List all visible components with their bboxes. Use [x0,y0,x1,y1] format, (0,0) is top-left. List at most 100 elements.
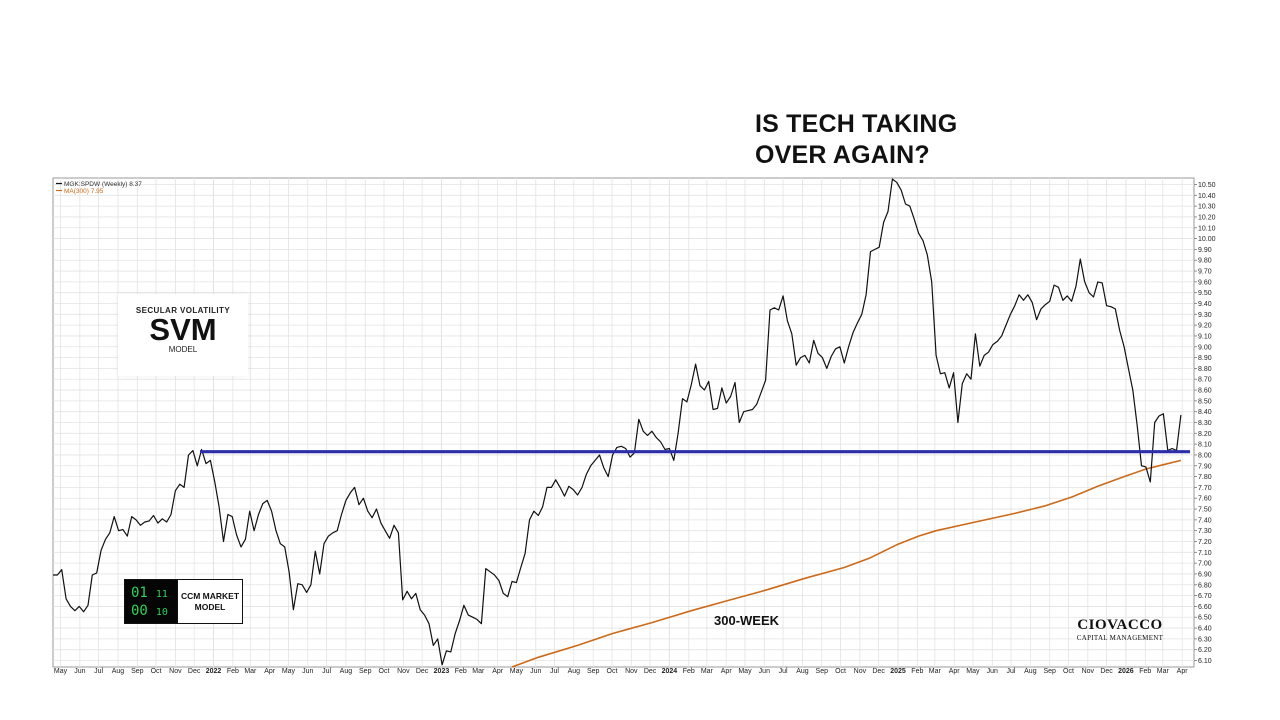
y-tick-label: 8.60 [1198,388,1212,395]
y-tick-label: 7.50 [1198,507,1212,514]
x-tick-label: Oct [379,668,390,675]
y-tick-label: 10.50 [1198,182,1216,189]
x-tick-label: Jul [779,668,788,675]
x-tick-label: Jul [1007,668,1016,675]
x-tick-label: Mar [929,668,942,675]
y-tick-label: 10.30 [1198,204,1216,211]
brand-name: CIOVACCO [1077,617,1163,633]
x-tick-label: Jun [530,668,541,675]
ccm-label-line-1: CCM MARKET [180,590,240,601]
y-tick-label: 10.40 [1198,193,1216,200]
x-tick-label: 2023 [434,668,450,675]
x-tick-label: Oct [1063,668,1074,675]
y-tick-label: 9.60 [1198,279,1212,286]
x-tick-label: Aug [1024,668,1037,675]
brand-logo: CIOVACCO CAPITAL MANAGEMENT [1060,617,1180,642]
x-tick-label: Aug [112,668,125,675]
y-tick-label: 8.00 [1198,452,1212,459]
x-tick-label: May [510,668,524,675]
y-tick-label: 6.70 [1198,593,1212,600]
x-axis: May Jun Jul Aug Sep Oct Nov Dec 2022 Feb Mar Apr May… [54,668,1188,675]
ccm-market-model-badge: 01 11 00 10 CCM MARKET MODEL [124,579,243,624]
y-tick-label: 7.40 [1198,517,1212,524]
x-tick-label: Oct [607,668,618,675]
y-tick-label: 6.80 [1198,582,1212,589]
x-tick-label: Nov [397,668,410,675]
y-tick-label: 6.40 [1198,626,1212,633]
headline-line-1: IS TECH TAKING [755,110,958,138]
binary-digits-icon: 01 11 00 10 [125,580,177,623]
x-tick-label: Aug [568,668,581,675]
y-tick-label: 6.60 [1198,604,1212,611]
svm-badge-heading: SECULAR VOLATILITY [135,306,231,315]
y-tick-label: 7.60 [1198,496,1212,503]
y-tick-label: 7.10 [1198,550,1212,557]
x-tick-label: May [282,668,296,675]
x-tick-label: Feb [1139,668,1151,675]
x-tick-label: Apr [1177,668,1189,675]
y-tick-label: 7.30 [1198,528,1212,535]
x-tick-label: Dec [872,668,885,675]
ccm-label: CCM MARKET MODEL [177,580,242,623]
legend-ma: MA(300) 7.95 [64,188,104,195]
x-tick-label: Apr [721,668,733,675]
ma-layer [511,459,1182,668]
legend-price: MGK:SPDW (Weekly) 8.37 [64,181,142,188]
y-tick-label: 8.70 [1198,377,1212,384]
x-tick-label: Sep [131,668,144,675]
y-tick-label: 10.00 [1198,236,1216,243]
x-tick-label: 2022 [206,668,222,675]
y-tick-label: 6.50 [1198,615,1212,622]
x-tick-label: Jun [759,668,770,675]
price-layer [53,178,1182,666]
y-tick-label: 9.00 [1198,344,1212,351]
x-tick-label: Oct [835,668,846,675]
y-tick-label: 7.80 [1198,474,1212,481]
x-tick-label: Jul [550,668,559,675]
y-tick-label: 9.10 [1198,333,1212,340]
x-tick-label: 2024 [662,668,678,675]
x-tick-label: Apr [492,668,504,675]
ma-annotation: 300-WEEK [714,613,780,628]
digit-top-left: 01 [131,584,148,601]
svm-model-badge: SECULAR VOLATILITY SVM MODEL [118,294,248,376]
y-tick-label: 8.80 [1198,366,1212,373]
x-tick-label: May [54,668,68,675]
y-tick-label: 7.00 [1198,561,1212,568]
x-tick-label: Sep [1044,668,1057,675]
headline-line-2: OVER AGAIN? [755,141,930,169]
y-tick-label: 9.50 [1198,290,1212,297]
y-tick-label: 6.30 [1198,636,1212,643]
x-tick-label: Mar [244,668,257,675]
x-tick-label: Sep [587,668,600,675]
y-tick-label: 10.10 [1198,225,1216,232]
x-tick-label: Jul [94,668,103,675]
y-tick-label: 9.40 [1198,301,1212,308]
x-tick-label: Mar [701,668,714,675]
x-tick-label: 2026 [1118,668,1134,675]
y-tick-label: 6.90 [1198,571,1212,578]
digit-bottom-left: 00 [131,602,148,619]
x-tick-label: Feb [911,668,923,675]
y-tick-label: 8.10 [1198,442,1212,449]
x-tick-label: Dec [644,668,657,675]
x-tick-label: Jun [302,668,313,675]
x-tick-label: Nov [625,668,638,675]
x-tick-label: Dec [188,668,201,675]
x-tick-label: Sep [816,668,829,675]
y-tick-label: 9.20 [1198,323,1212,330]
x-tick-label: Feb [455,668,467,675]
y-tick-label: 9.30 [1198,312,1212,319]
y-tick-label: 8.50 [1198,398,1212,405]
legend: MGK:SPDW (Weekly) 8.37 MA(300) 7.95 [56,181,142,195]
y-tick-label: 6.20 [1198,647,1212,654]
x-tick-label: Apr [264,668,276,675]
y-tick-label: 8.90 [1198,355,1212,362]
x-tick-label: May [966,668,980,675]
y-tick-label: 8.30 [1198,420,1212,427]
x-tick-label: Nov [854,668,867,675]
price-line [53,178,1182,666]
ccm-label-line-2: MODEL [194,601,226,612]
y-tick-label: 9.70 [1198,269,1212,276]
y-tick-label: 7.90 [1198,463,1212,470]
